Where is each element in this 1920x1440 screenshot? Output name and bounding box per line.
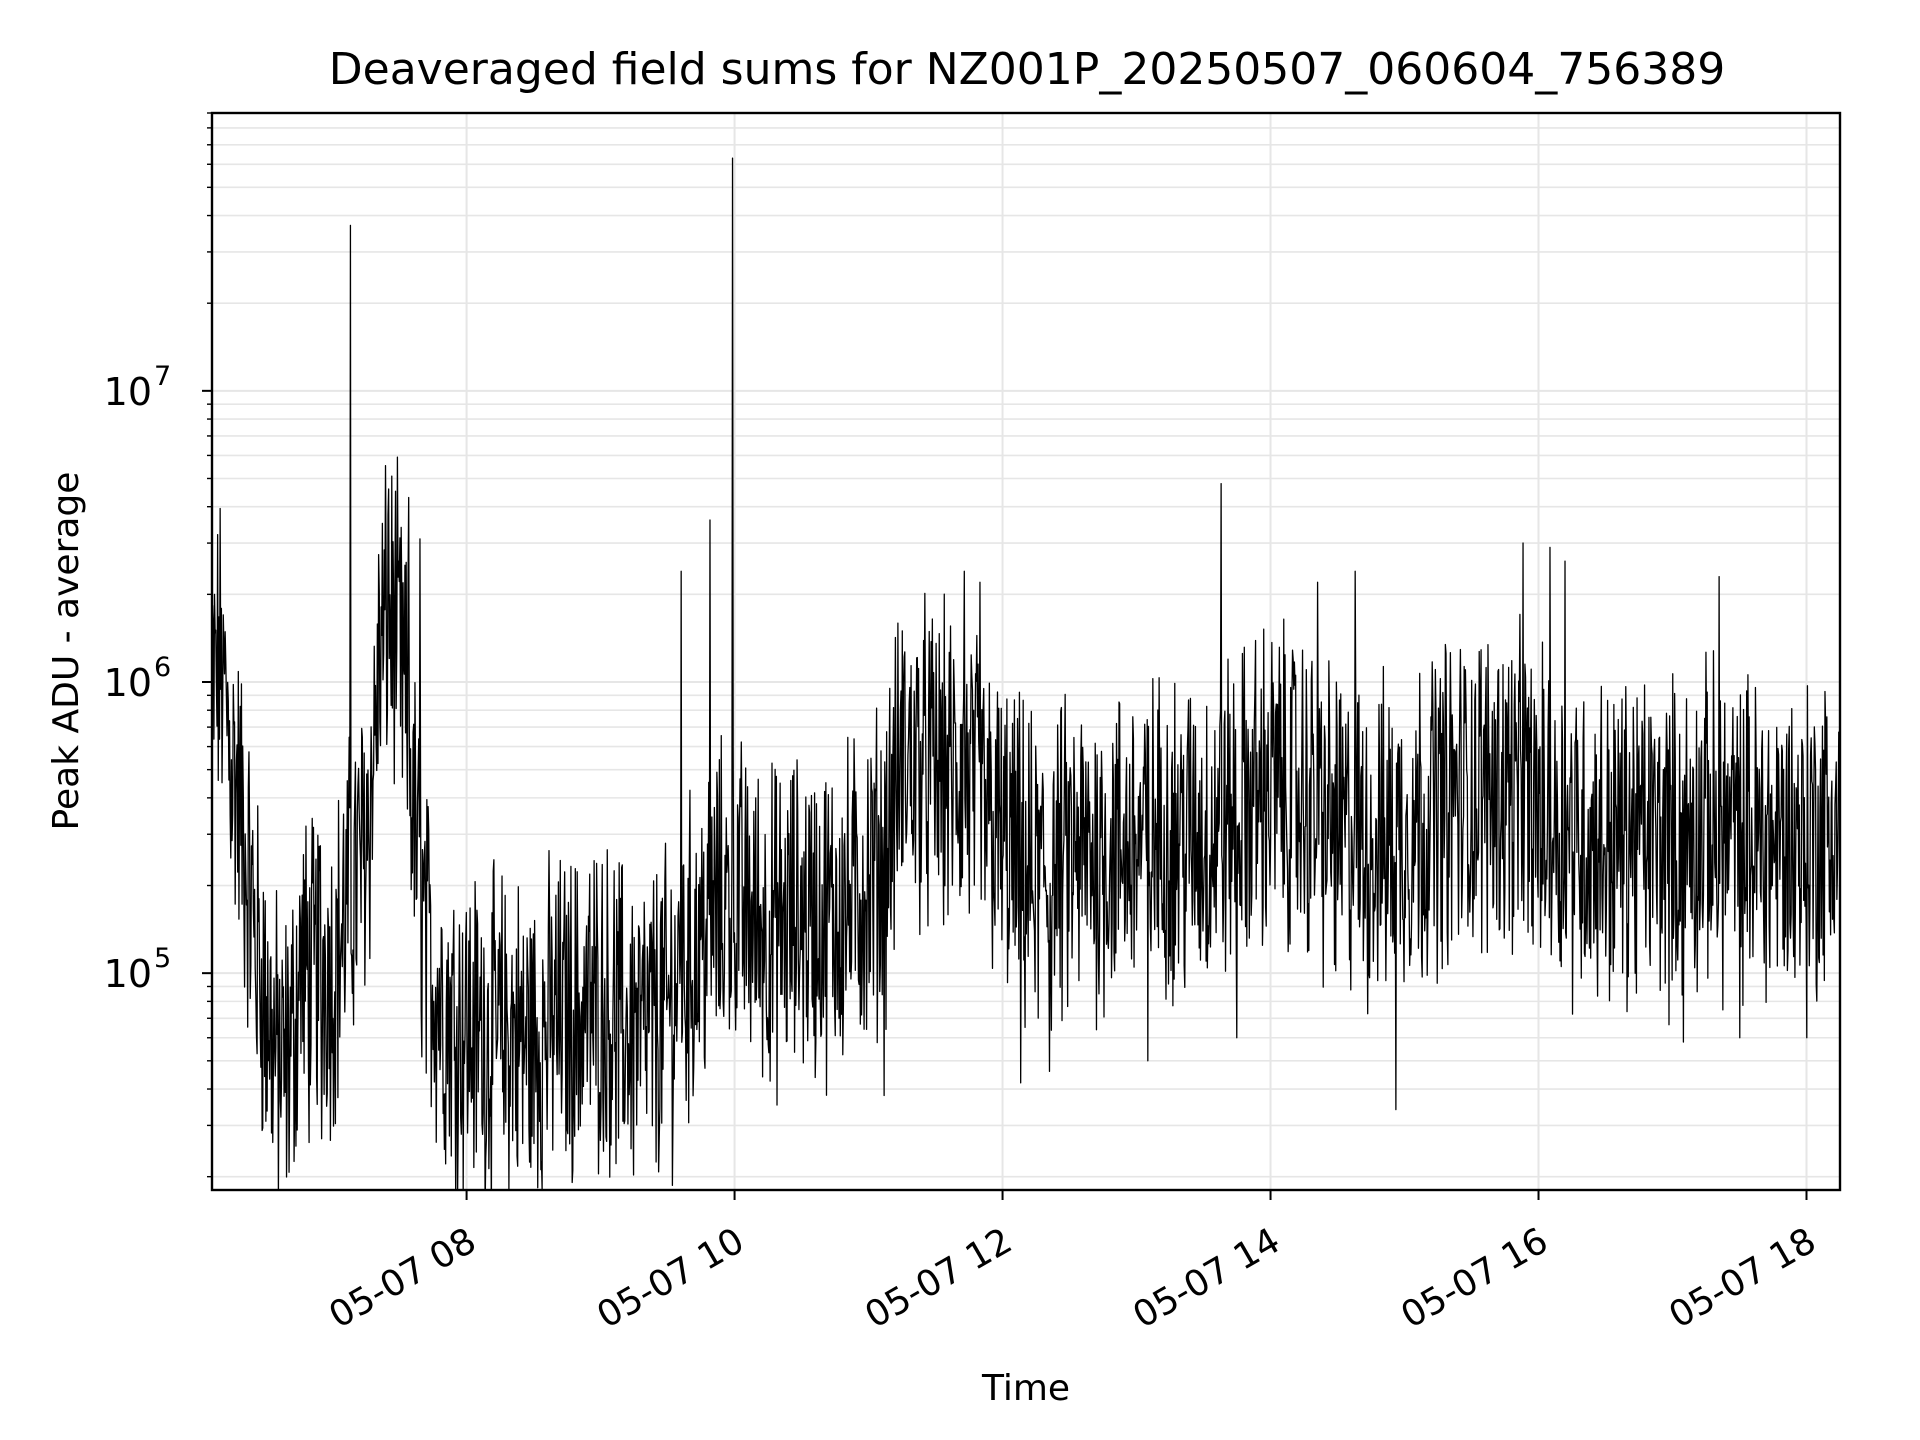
y-tick-exponent: 7	[154, 361, 171, 392]
y-axis-label: Peak ADU - average	[46, 472, 87, 831]
y-tick-exponent: 6	[154, 652, 171, 683]
y-tick-label: 10	[104, 952, 152, 996]
chart-title: Deaveraged field sums for NZ001P_2025050…	[329, 44, 1725, 95]
y-tick-exponent: 5	[154, 943, 171, 974]
y-tick-label: 10	[104, 370, 152, 414]
plot-area	[212, 157, 1840, 1190]
series-line	[212, 157, 1840, 1190]
x-axis-label: Time	[981, 1368, 1070, 1409]
y-tick-label: 10	[104, 661, 152, 705]
axes-frame	[210, 111, 1842, 1192]
